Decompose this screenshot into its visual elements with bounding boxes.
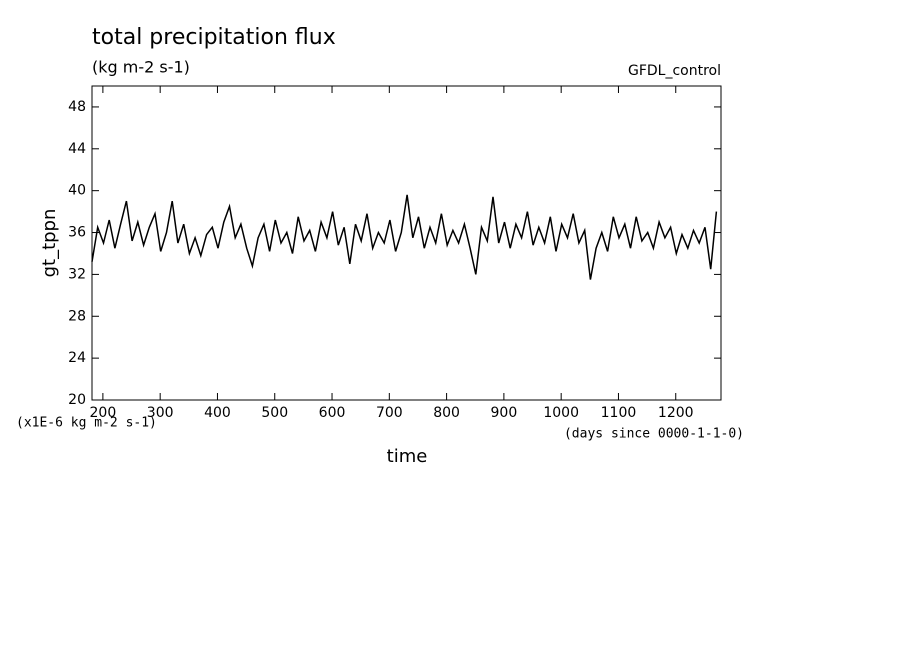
x-axis-title: time [387,446,428,467]
dataset-label: GFDL_control [628,63,721,79]
y-tick-label: 44 [68,141,86,157]
plot-frame [91,85,722,401]
y-units: (x1E-6 kg m-2 s-1) [16,416,157,431]
x-tick-label: 800 [433,405,460,421]
x-tick-label: 700 [376,405,403,421]
x-tick-label: 900 [491,405,518,421]
y-tick-label: 32 [68,266,86,282]
x-tick-label: 300 [147,405,174,421]
chart-title: total precipitation flux [92,25,336,50]
x-tick-label: 1000 [543,405,579,421]
x-tick-label: 1100 [601,405,637,421]
y-axis-title: gt_tppn [39,209,60,278]
chart-subtitle: (kg m-2 s-1) [92,58,190,77]
x-tick-label: 600 [319,405,346,421]
y-tick-label: 24 [68,350,86,366]
x-tick-label: 500 [261,405,288,421]
y-tick-label: 36 [68,225,86,241]
data-line [91,194,718,280]
x-tick-label: 200 [90,405,117,421]
y-tick-label: 20 [68,392,86,408]
y-tick-label: 48 [68,99,86,115]
x-tick-label: 1200 [658,405,694,421]
y-tick-label: 40 [68,183,86,199]
x-tick-label: 400 [204,405,231,421]
y-tick-label: 28 [68,308,86,324]
x-units: (days since 0000-1-1-0) [564,427,744,442]
